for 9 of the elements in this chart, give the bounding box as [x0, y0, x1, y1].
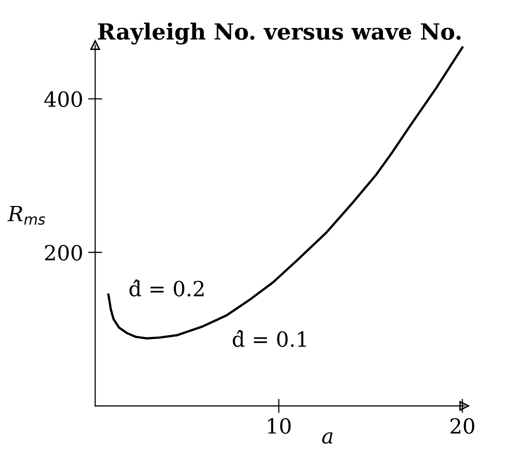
x-tick-label: 20	[450, 418, 474, 434]
annotation: d̂ = 0.1	[232, 330, 306, 347]
x-tick-label: 10	[268, 418, 291, 434]
x-axis-title: a	[322, 432, 332, 444]
chart-title: Rayleigh No. versus wave No.	[98, 22, 461, 44]
y-axis-title: R$_{ms}$	[7, 206, 46, 225]
y-tick-label: 200	[45, 244, 82, 261]
annotation: d̂ = 0.2	[129, 280, 204, 296]
y-tick-label: 400	[44, 91, 82, 108]
